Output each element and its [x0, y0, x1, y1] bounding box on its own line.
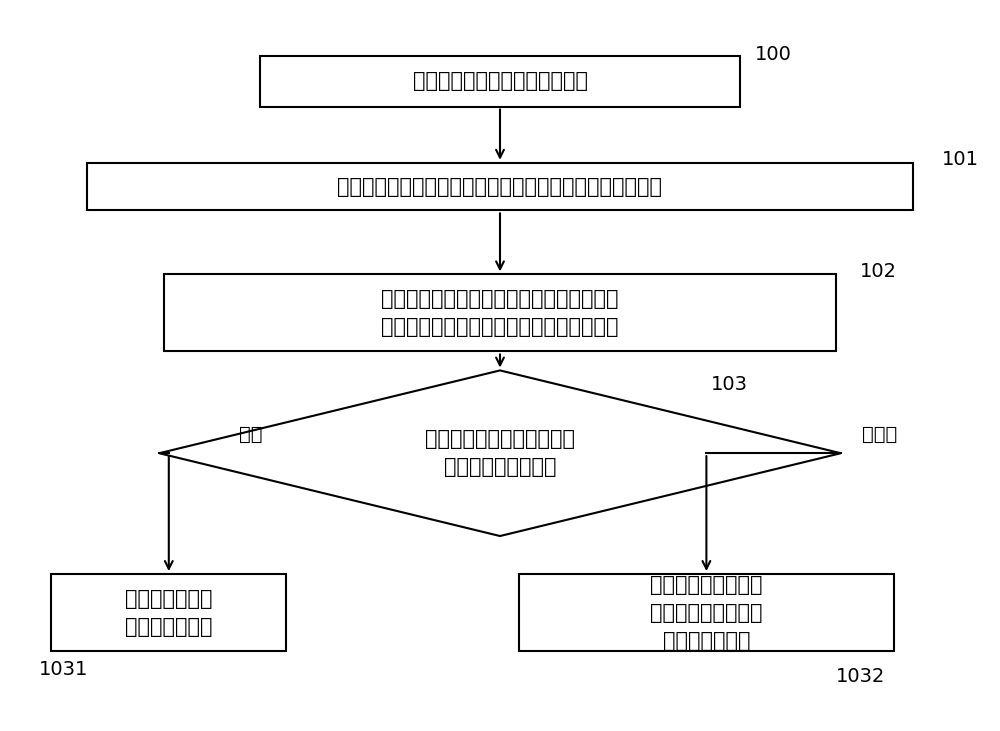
Text: 102: 102 [860, 262, 897, 281]
Text: 不一致: 不一致 [862, 425, 897, 444]
Text: 100: 100 [754, 45, 791, 64]
FancyBboxPatch shape [87, 163, 913, 211]
Text: 获取弹性伸缩杆的伸缩距离信息和检测装置的移动距离信息: 获取弹性伸缩杆的伸缩距离信息和检测装置的移动距离信息 [338, 177, 662, 197]
Text: 于电子地图上标
注标准内径信息: 于电子地图上标 注标准内径信息 [125, 588, 213, 637]
Text: 一致: 一致 [239, 425, 262, 444]
FancyBboxPatch shape [519, 574, 894, 651]
Text: 判断所有弹性伸缩杆所对应
的内径信息是否一致: 判断所有弹性伸缩杆所对应 的内径信息是否一致 [425, 429, 575, 477]
FancyBboxPatch shape [260, 56, 740, 107]
Text: 1031: 1031 [39, 660, 89, 679]
FancyBboxPatch shape [51, 574, 286, 651]
Text: 根据所预设的内径数据库中所存储的内径与
伸缩距离信息进行匹配分析以确定内径信息: 根据所预设的内径数据库中所存储的内径与 伸缩距离信息进行匹配分析以确定内径信息 [381, 289, 619, 337]
Text: 检测装置沿管道的路径方向移动: 检测装置沿管道的路径方向移动 [413, 72, 588, 91]
Polygon shape [159, 371, 841, 536]
Text: 101: 101 [942, 150, 979, 169]
FancyBboxPatch shape [164, 274, 836, 352]
Text: 103: 103 [711, 374, 748, 393]
Text: 1032: 1032 [836, 667, 885, 686]
Text: 于电子地图上标注移
动距离信息所对应的
位置为异常信息: 于电子地图上标注移 动距离信息所对应的 位置为异常信息 [650, 575, 763, 651]
